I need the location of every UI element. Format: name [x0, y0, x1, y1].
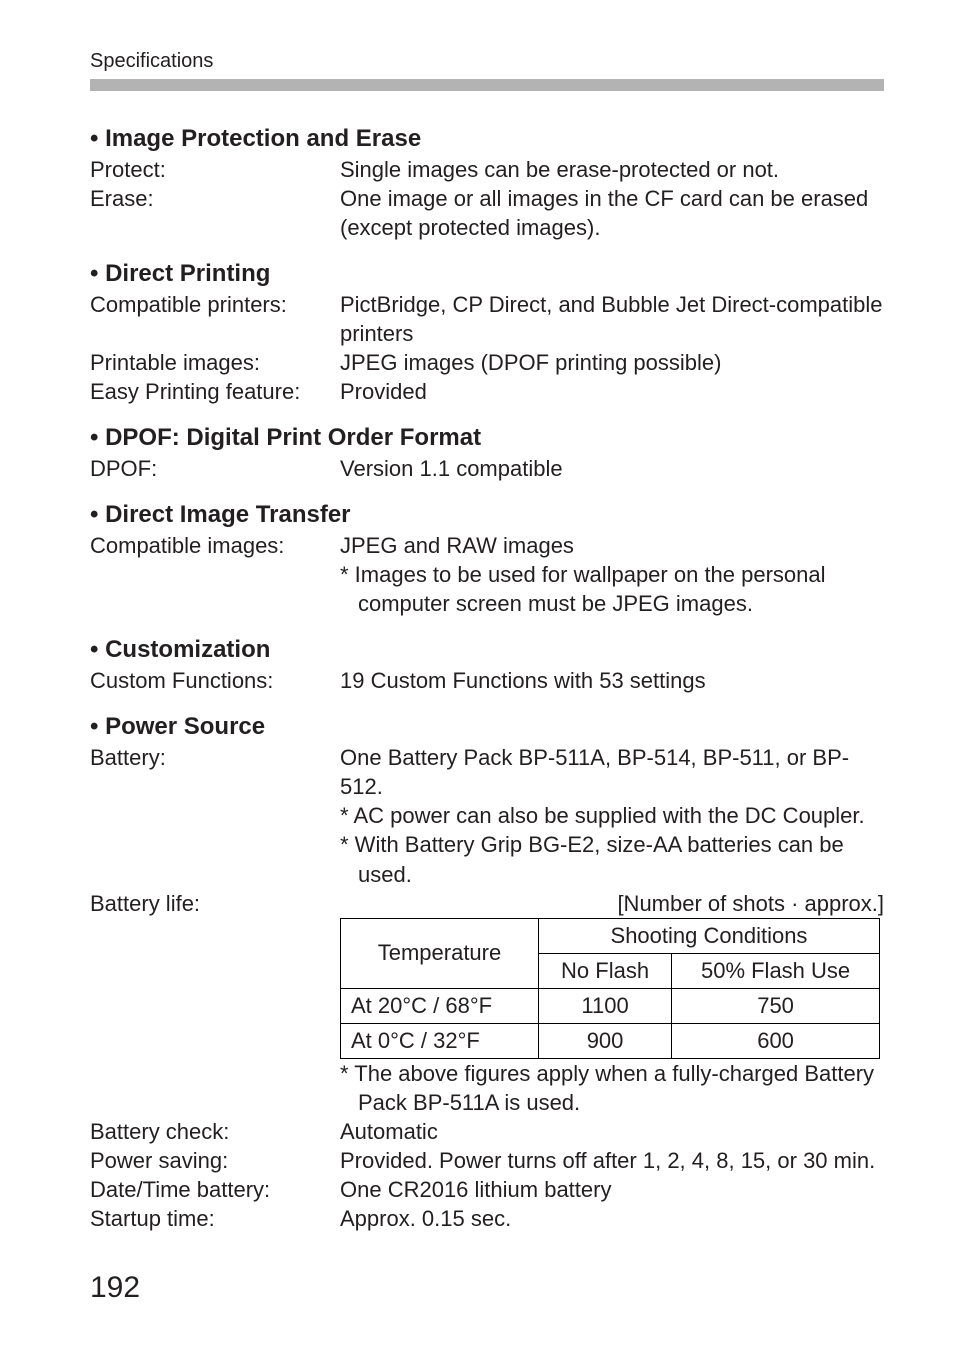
label-startup: Startup time: — [90, 1204, 340, 1233]
label-compat-images: Compatible images: — [90, 531, 340, 618]
td-r1-50: 750 — [672, 988, 880, 1023]
section-title-transfer: • Direct Image Transfer — [90, 501, 884, 529]
value-cf: 19 Custom Functions with 53 settings — [340, 666, 884, 695]
value-battery-l3: * With Battery Grip BG-E2, size-AA batte… — [340, 832, 844, 857]
td-r1-noflash: 1100 — [538, 988, 671, 1023]
value-compat-printers-l1: PictBridge, CP Direct, and Bubble Jet Di… — [340, 292, 883, 317]
value-battery-life-note: [Number of shots · approx.] — [340, 889, 884, 918]
value-erase: One image or all images in the CF card c… — [340, 184, 884, 242]
value-compat-printers-l2: printers — [340, 321, 413, 346]
value-power-saving: Provided. Power turns off after 1, 2, 4,… — [340, 1146, 884, 1175]
value-easy: Provided — [340, 377, 884, 406]
value-printable: JPEG images (DPOF printing possible) — [340, 348, 884, 377]
value-battery-check: Automatic — [340, 1117, 884, 1146]
label-erase: Erase: — [90, 184, 340, 242]
label-battery-life: Battery life: — [90, 889, 340, 918]
th-noflash: No Flash — [538, 953, 671, 988]
section-title-dpof: • DPOF: Digital Print Order Format — [90, 424, 884, 452]
value-date-battery: One CR2016 lithium battery — [340, 1175, 884, 1204]
th-temperature: Temperature — [341, 918, 539, 988]
value-compat-images-l1: JPEG and RAW images — [340, 533, 574, 558]
label-printable: Printable images: — [90, 348, 340, 377]
label-easy: Easy Printing feature: — [90, 377, 340, 406]
shooting-conditions-table: Temperature Shooting Conditions No Flash… — [340, 918, 880, 1059]
table-note-l2: Pack BP-511A is used. — [340, 1090, 580, 1115]
header-bar — [90, 79, 884, 91]
page-number: 192 — [90, 1271, 140, 1305]
value-compat-images-l2: * Images to be used for wallpaper on the… — [340, 562, 826, 587]
label-date-battery: Date/Time battery: — [90, 1175, 340, 1204]
label-battery: Battery: — [90, 743, 340, 888]
value-battery-l2: * AC power can also be supplied with the… — [340, 803, 865, 828]
table-note-l1: * The above figures apply when a fully-c… — [340, 1061, 874, 1086]
value-erase-l2: (except protected images). — [340, 215, 600, 240]
value-protect: Single images can be erase-protected or … — [340, 155, 884, 184]
section-title-custom: • Customization — [90, 636, 884, 664]
label-battery-check: Battery check: — [90, 1117, 340, 1146]
value-erase-l1: One image or all images in the CF card c… — [340, 186, 868, 211]
label-cf: Custom Functions: — [90, 666, 340, 695]
value-battery-l4: used. — [340, 860, 884, 889]
label-dpof: DPOF: — [90, 454, 340, 483]
td-r2-temp: At 0°C / 32°F — [341, 1023, 539, 1058]
value-compat-printers: PictBridge, CP Direct, and Bubble Jet Di… — [340, 290, 884, 348]
header-title: Specifications — [90, 50, 884, 73]
label-compat-printers: Compatible printers: — [90, 290, 340, 348]
value-startup: Approx. 0.15 sec. — [340, 1204, 884, 1233]
section-title-power: • Power Source — [90, 713, 884, 741]
value-compat-images: JPEG and RAW images * Images to be used … — [340, 531, 884, 618]
section-title-direct-printing: • Direct Printing — [90, 260, 884, 288]
value-battery: One Battery Pack BP-511A, BP-514, BP-511… — [340, 743, 884, 888]
label-power-saving: Power saving: — [90, 1146, 340, 1175]
td-r1-temp: At 20°C / 68°F — [341, 988, 539, 1023]
table-note: * The above figures apply when a fully-c… — [340, 1059, 884, 1117]
value-dpof: Version 1.1 compatible — [340, 454, 884, 483]
section-title-image-protection: • Image Protection and Erase — [90, 125, 884, 153]
td-r2-noflash: 900 — [538, 1023, 671, 1058]
th-conditions: Shooting Conditions — [538, 918, 879, 953]
th-50flash: 50% Flash Use — [672, 953, 880, 988]
value-compat-images-l3: computer screen must be JPEG images. — [340, 589, 884, 618]
td-r2-50: 600 — [672, 1023, 880, 1058]
label-protect: Protect: — [90, 155, 340, 184]
value-battery-l1: One Battery Pack BP-511A, BP-514, BP-511… — [340, 745, 849, 799]
